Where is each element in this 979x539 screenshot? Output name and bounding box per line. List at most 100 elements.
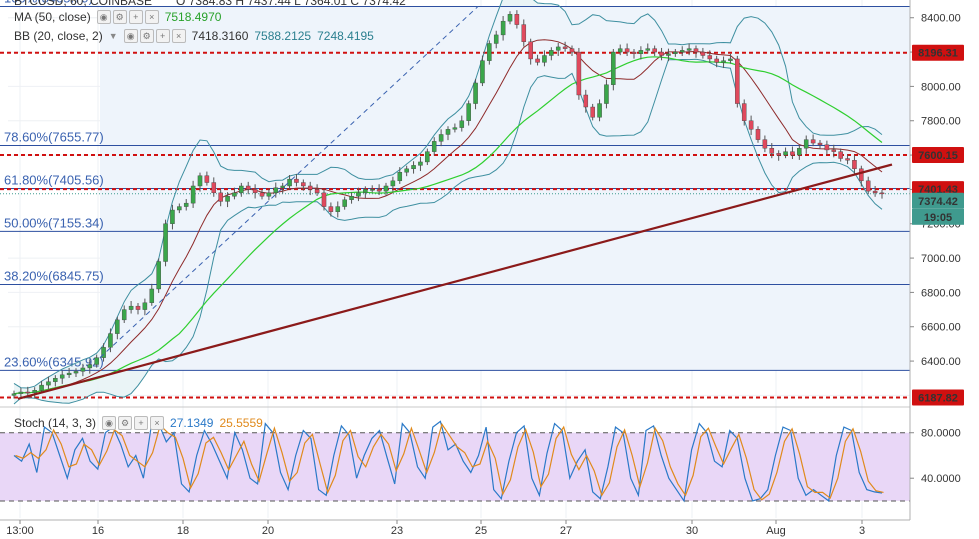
candle[interactable]	[376, 184, 382, 196]
candle[interactable]	[466, 100, 471, 126]
candle[interactable]	[659, 47, 664, 61]
candle[interactable]	[480, 55, 485, 87]
candle[interactable]	[177, 203, 182, 214]
candle[interactable]	[507, 11, 513, 25]
candle[interactable]	[514, 10, 520, 29]
candle[interactable]	[390, 176, 396, 192]
candle[interactable]	[652, 45, 657, 57]
candle[interactable]	[142, 298, 148, 316]
candle[interactable]	[280, 182, 285, 194]
plus-icon[interactable]: +	[128, 10, 143, 24]
candle[interactable]	[149, 283, 155, 306]
close-icon[interactable]: ×	[171, 29, 186, 43]
legend-ma[interactable]: MA (50, close) ◉ ⚙ + × 7518.4970	[14, 10, 221, 24]
candle[interactable]	[679, 46, 685, 57]
candle[interactable]	[356, 187, 361, 202]
candle[interactable]	[163, 219, 168, 267]
legend-bb[interactable]: BB (20, close, 2) ▼ ◉ ⚙ + × 7418.3160 75…	[14, 29, 374, 43]
candle[interactable]	[528, 38, 533, 65]
candle[interactable]	[721, 56, 726, 69]
candle[interactable]	[328, 202, 334, 217]
candle[interactable]	[335, 201, 341, 218]
candle[interactable]	[741, 99, 747, 126]
candle[interactable]	[624, 43, 630, 57]
legend-stoch[interactable]: Stoch (14, 3, 3) ◉ ⚙ + × 27.1349 25.5559	[14, 416, 263, 430]
candle[interactable]	[425, 148, 430, 166]
candle[interactable]	[363, 186, 368, 199]
plus-icon[interactable]: +	[134, 416, 149, 430]
candle[interactable]	[852, 155, 857, 174]
candle[interactable]	[170, 204, 175, 230]
candle[interactable]	[211, 177, 217, 197]
candle[interactable]	[549, 47, 554, 61]
candle[interactable]	[53, 375, 58, 387]
candle[interactable]	[87, 359, 93, 374]
candle[interactable]	[700, 47, 706, 59]
candle[interactable]	[135, 303, 141, 315]
candle[interactable]	[776, 150, 781, 161]
candle[interactable]	[349, 192, 354, 204]
candle[interactable]	[411, 161, 416, 174]
candle[interactable]	[80, 363, 86, 377]
candle[interactable]	[204, 171, 210, 186]
candle[interactable]	[631, 48, 637, 59]
candle[interactable]	[459, 115, 465, 132]
candle[interactable]	[11, 390, 17, 399]
candle[interactable]	[879, 189, 885, 199]
candle[interactable]	[190, 180, 196, 208]
candle[interactable]	[493, 30, 499, 49]
candle[interactable]	[638, 46, 644, 60]
candle[interactable]	[273, 182, 279, 198]
close-icon[interactable]: ×	[150, 416, 165, 430]
candle[interactable]	[728, 53, 733, 64]
candle[interactable]	[617, 44, 623, 56]
candle[interactable]	[18, 387, 24, 398]
candle[interactable]	[666, 48, 671, 62]
candle[interactable]	[673, 48, 678, 57]
candle[interactable]	[115, 316, 120, 340]
eye-icon[interactable]: ◉	[102, 416, 117, 430]
candle[interactable]	[183, 199, 189, 211]
eye-icon[interactable]: ◉	[96, 10, 111, 24]
candle[interactable]	[94, 354, 99, 368]
candles[interactable]	[11, 10, 885, 399]
candle[interactable]	[576, 47, 582, 100]
candle[interactable]	[342, 196, 347, 210]
fib-anchor-line[interactable]	[99, 6, 479, 359]
candle[interactable]	[604, 79, 609, 109]
candle[interactable]	[108, 328, 113, 353]
candle[interactable]	[445, 126, 451, 141]
eye-icon[interactable]: ◉	[123, 29, 138, 43]
candle[interactable]	[562, 41, 568, 52]
candle[interactable]	[810, 134, 816, 147]
trendline-support[interactable]	[17, 163, 893, 400]
candle[interactable]	[404, 165, 409, 177]
candle[interactable]	[693, 45, 699, 58]
candle[interactable]	[225, 192, 230, 208]
candle[interactable]	[101, 343, 106, 362]
candle[interactable]	[73, 368, 79, 378]
candle[interactable]	[583, 89, 589, 113]
candle[interactable]	[755, 126, 761, 143]
candle[interactable]	[872, 185, 878, 197]
candle[interactable]	[32, 387, 37, 399]
plus-icon[interactable]: +	[155, 29, 170, 43]
candle[interactable]	[307, 181, 313, 196]
candle[interactable]	[797, 145, 802, 160]
candle[interactable]	[707, 50, 713, 63]
candle[interactable]	[831, 144, 837, 158]
candle[interactable]	[294, 173, 299, 187]
gear-icon[interactable]: ⚙	[118, 416, 133, 430]
candle[interactable]	[824, 140, 830, 155]
gear-icon[interactable]: ⚙	[112, 10, 127, 24]
candle[interactable]	[321, 189, 327, 211]
candle[interactable]	[535, 54, 540, 66]
candle[interactable]	[218, 189, 223, 207]
candle[interactable]	[46, 376, 51, 390]
candle[interactable]	[473, 78, 478, 110]
candle[interactable]	[418, 156, 423, 172]
candle[interactable]	[555, 42, 561, 57]
candle[interactable]	[369, 185, 375, 193]
candle[interactable]	[452, 123, 458, 133]
